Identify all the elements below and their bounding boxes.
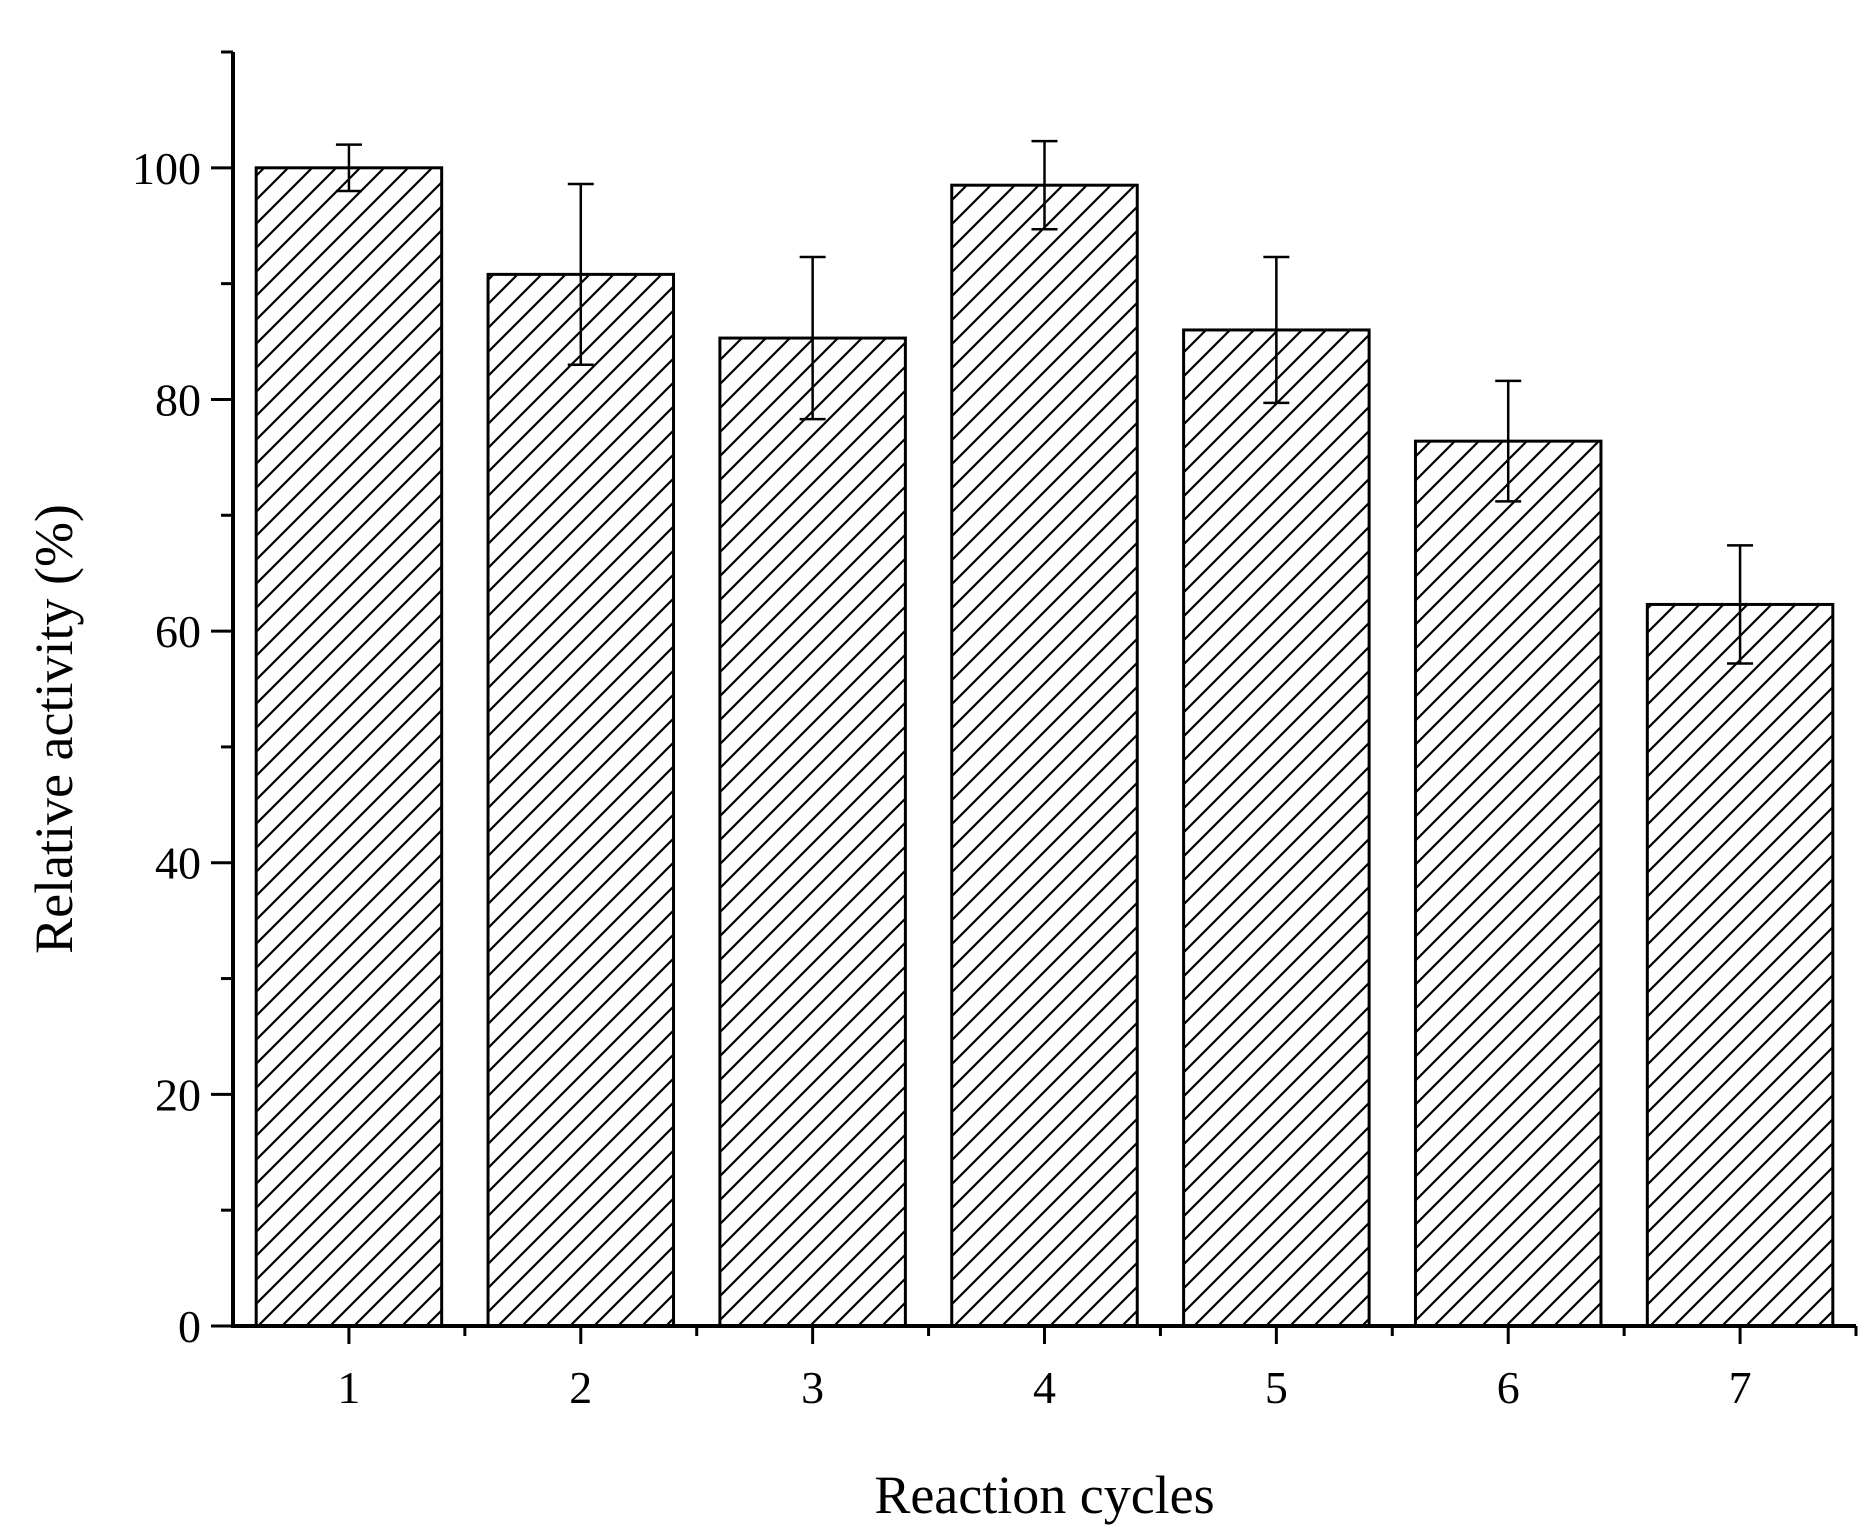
y-axis-title: Relative activity (%) (24, 504, 84, 954)
x-tick-label-2: 2 (569, 1362, 592, 1413)
y-tick-label-80: 80 (155, 374, 201, 425)
x-axis-title: Reaction cycles (874, 1465, 1214, 1525)
bars (254, 166, 1835, 1328)
x-tick-label-3: 3 (801, 1362, 824, 1413)
error-bars (335, 139, 1754, 665)
x-tick-label-5: 5 (1265, 1362, 1288, 1413)
x-tick-label-4: 4 (1033, 1362, 1056, 1413)
x-tick-label-1: 1 (337, 1362, 360, 1413)
x-tick-label-6: 6 (1497, 1362, 1520, 1413)
bar-5 (1182, 328, 1371, 1328)
y-tick-label-60: 60 (155, 606, 201, 657)
x-tick-label-7: 7 (1729, 1362, 1752, 1413)
bar-4 (950, 183, 1139, 1328)
y-tick-label-20: 20 (155, 1069, 201, 1120)
bar-3 (718, 336, 907, 1328)
y-tick-label-40: 40 (155, 838, 201, 889)
y-tick-label-100: 100 (132, 143, 201, 194)
bar-2 (486, 272, 676, 1328)
bar-7 (1645, 602, 1835, 1328)
bar-1 (254, 166, 444, 1328)
bar-6 (1413, 439, 1603, 1328)
ticks: 1 2 3 4 5 6 7 0 20 40 60 80 100 (132, 50, 1858, 1413)
y-tick-label-0: 0 (178, 1301, 201, 1352)
